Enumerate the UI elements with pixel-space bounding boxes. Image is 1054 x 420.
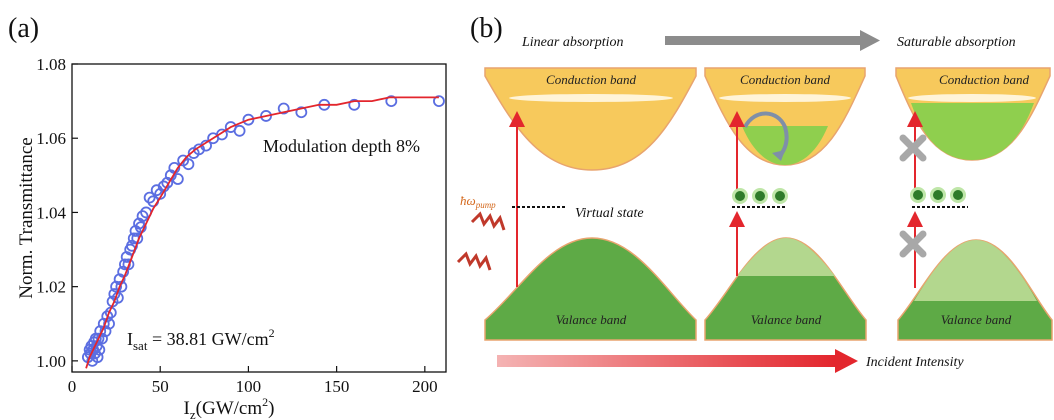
x-axis-title: Iz(GW/cm2) <box>184 395 275 420</box>
y-axis-title: Norm. Transmittance <box>16 137 37 299</box>
electrons <box>910 187 966 203</box>
incident-intensity-arrow <box>497 349 858 373</box>
conduction-band-label: Conduction band <box>939 72 1029 87</box>
photon-wave-icon <box>472 214 504 230</box>
y-tick-label: 1.06 <box>36 129 66 148</box>
filled-states <box>911 103 1034 160</box>
x-axis: 0 50 100 150 200 <box>68 366 438 396</box>
blocked-cross-icon <box>903 138 923 158</box>
band-diagram-intermediate: Conduction band Valance band <box>705 68 866 340</box>
x-tick-label: 0 <box>68 377 77 396</box>
y-tick-label: 1.04 <box>36 203 66 222</box>
data-point <box>235 126 245 136</box>
plot-frame <box>72 64 446 372</box>
electrons <box>732 188 788 204</box>
conduction-band-label: Conduction band <box>740 72 830 87</box>
y-tick-label: 1.02 <box>36 278 66 297</box>
band-diagram-saturable: Conduction band Valance band <box>896 68 1052 340</box>
saturable-absorption-label: Saturable absorption <box>897 35 1016 50</box>
incident-intensity-label: Incident Intensity <box>865 355 964 370</box>
blocked-cross-icon <box>903 234 923 254</box>
virtual-state-label: Virtual state <box>575 206 644 221</box>
valence-band-label: Valance band <box>556 312 627 327</box>
panel-b: (b) Linear absorption Saturable absorpti… <box>458 13 1052 373</box>
band-diagram-linear: Conduction band Valance band Virtual sta… <box>458 68 696 340</box>
isat-annotation: Isat = 38.81 GW/cm2 <box>127 326 275 353</box>
fermi-level <box>719 94 851 102</box>
valence-band-label: Valance band <box>941 312 1012 327</box>
panel-a: (a) 0 50 100 150 200 1.00 1.02 1.04 1.06 1.08 No… <box>8 13 446 420</box>
photon-wave-icon <box>458 254 490 270</box>
x-tick-label: 100 <box>236 377 262 396</box>
panel-a-label: (a) <box>8 13 39 44</box>
conduction-band-label: Conduction band <box>546 72 636 87</box>
fermi-level <box>908 94 1036 102</box>
x-tick-label: 50 <box>152 377 169 396</box>
x-tick-label: 200 <box>412 377 438 396</box>
pump-photon-label: ħωpump <box>460 193 496 210</box>
y-tick-label: 1.08 <box>36 55 66 74</box>
linear-absorption-label: Linear absorption <box>521 35 624 50</box>
y-tick-label: 1.00 <box>36 352 66 371</box>
panel-b-label: (b) <box>470 13 503 44</box>
valence-band-label: Valance band <box>751 312 822 327</box>
progress-arrow <box>665 30 880 51</box>
x-tick-label: 150 <box>324 377 350 396</box>
modulation-depth-annotation: Modulation depth 8% <box>263 136 420 156</box>
fermi-level <box>509 94 673 102</box>
